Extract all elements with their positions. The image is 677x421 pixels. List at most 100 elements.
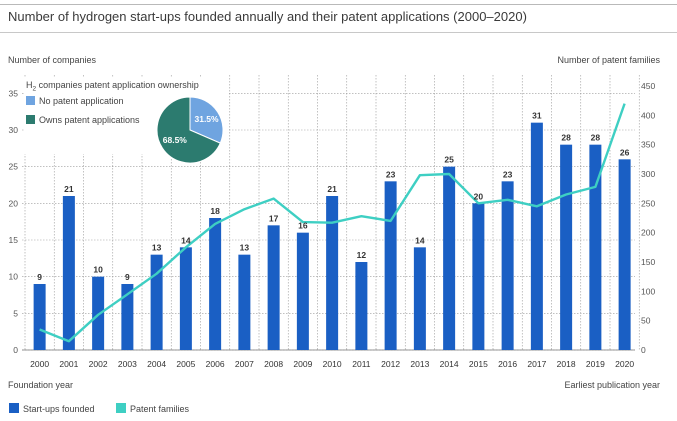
bar-value-label: 14 [415, 235, 425, 245]
bar-2009 [296, 232, 309, 350]
inset-title-h: H [26, 80, 33, 90]
labels-layer: 0510152025303505010015020025030035040045… [9, 81, 656, 369]
y-tick-label: 0 [13, 345, 18, 355]
bar-value-label: 12 [357, 250, 367, 260]
x-tick-label: 2009 [293, 359, 312, 369]
x2-axis-label: Earliest publication year [564, 380, 660, 390]
inset-title-rest: companies patent application ownership [36, 80, 199, 90]
legend-text-patents: Patent families [130, 404, 190, 414]
pie-slice-owns-patent [156, 96, 221, 164]
bar-2019 [589, 144, 602, 350]
y2-tick-label: 450 [641, 81, 655, 91]
bar-2008 [267, 225, 280, 350]
bar-value-label: 31 [532, 111, 542, 121]
x-tick-label: 2016 [498, 359, 517, 369]
title-rule [0, 32, 677, 33]
x-tick-label: 2015 [469, 359, 488, 369]
chart-title: Number of hydrogen start-ups founded ann… [8, 9, 527, 24]
y-tick-label: 35 [9, 88, 19, 98]
x-tick-label: 2005 [176, 359, 195, 369]
bar-2011 [355, 262, 368, 350]
x-axis-label: Foundation year [8, 380, 73, 390]
bars-layer [33, 122, 631, 351]
bar-2016 [501, 181, 514, 350]
bar-2013 [413, 247, 426, 350]
bar-value-label: 23 [386, 169, 396, 179]
bar-value-label: 18 [210, 206, 220, 216]
bar-value-label: 13 [152, 243, 162, 253]
bar-2007 [238, 254, 251, 350]
bar-2006 [209, 218, 222, 350]
bar-value-label: 9 [37, 272, 42, 282]
x-tick-label: 2008 [264, 359, 283, 369]
bar-value-label: 28 [591, 133, 601, 143]
bar-value-label: 25 [444, 155, 454, 165]
y2-tick-label: 150 [641, 257, 655, 267]
x-tick-label: 2003 [118, 359, 137, 369]
x-tick-label: 2019 [586, 359, 605, 369]
bar-2014 [443, 166, 456, 350]
y2-axis-label: Number of patent families [557, 55, 660, 65]
bar-2018 [560, 144, 573, 350]
y2-tick-label: 350 [641, 140, 655, 150]
y2-tick-label: 100 [641, 286, 655, 296]
line-layer [39, 103, 626, 343]
legend-swatch-startups [9, 403, 19, 413]
bar-value-label: 28 [561, 133, 571, 143]
x-tick-label: 2011 [352, 359, 371, 369]
y-tick-label: 15 [9, 235, 19, 245]
x-tick-label: 2013 [410, 359, 429, 369]
y2-tick-label: 0 [641, 345, 646, 355]
bar-value-label: 20 [474, 191, 484, 201]
bar-value-label: 21 [327, 184, 337, 194]
bar-2015 [472, 203, 485, 350]
x-tick-label: 2007 [235, 359, 254, 369]
bar-2017 [530, 122, 543, 351]
y2-tick-label: 400 [641, 110, 655, 120]
y-axis-label: Number of companies [8, 55, 97, 65]
x-tick-label: 2010 [323, 359, 342, 369]
bar-value-label: 16 [298, 221, 308, 231]
bar-value-label: 14 [181, 235, 191, 245]
x-tick-label: 2004 [147, 359, 166, 369]
legend-swatch-no-patent [26, 96, 35, 105]
bar-value-label: 9 [125, 272, 130, 282]
y2-tick-label: 250 [641, 198, 655, 208]
bar-value-label: 10 [93, 265, 103, 275]
bar-2012 [384, 181, 397, 350]
legend-text-no-patent: No patent application [39, 96, 124, 106]
x-tick-label: 2020 [615, 359, 634, 369]
bar-2020 [618, 159, 631, 350]
x-tick-label: 2000 [30, 359, 49, 369]
pie-value-label: 31.5% [194, 114, 219, 124]
bar-2000 [33, 284, 46, 350]
legend-text-startups: Start-ups founded [23, 404, 95, 414]
pie-slice-no-patent [189, 96, 224, 144]
x-tick-label: 2002 [89, 359, 108, 369]
x-tick-label: 2017 [527, 359, 546, 369]
y-tick-label: 10 [9, 272, 19, 282]
x-tick-label: 2012 [381, 359, 400, 369]
legend-text-owns-patent: Owns patent applications [39, 115, 140, 125]
top-rule [0, 4, 677, 5]
bar-value-label: 17 [269, 213, 279, 223]
inset-title: H2 companies patent application ownershi… [26, 80, 199, 93]
pie-inset: H2 companies patent application ownershi… [24, 78, 229, 164]
bar-value-label: 21 [64, 184, 74, 194]
y-tick-label: 30 [9, 125, 19, 135]
legend-swatch-patents [116, 403, 126, 413]
y2-tick-label: 50 [641, 316, 651, 326]
x-tick-label: 2006 [206, 359, 225, 369]
x-tick-label: 2014 [440, 359, 459, 369]
bar-2010 [326, 196, 339, 350]
y-tick-label: 20 [9, 198, 19, 208]
y2-tick-label: 200 [641, 228, 655, 238]
y2-tick-label: 300 [641, 169, 655, 179]
legend-swatch-owns-patent [26, 115, 35, 124]
bar-value-label: 13 [240, 243, 250, 253]
pie-chart: 31.5% 68.5% [156, 96, 224, 164]
bar-2004 [150, 254, 163, 350]
y-tick-label: 25 [9, 162, 19, 172]
patent-families-line [39, 103, 626, 343]
bar-2005 [179, 247, 192, 350]
